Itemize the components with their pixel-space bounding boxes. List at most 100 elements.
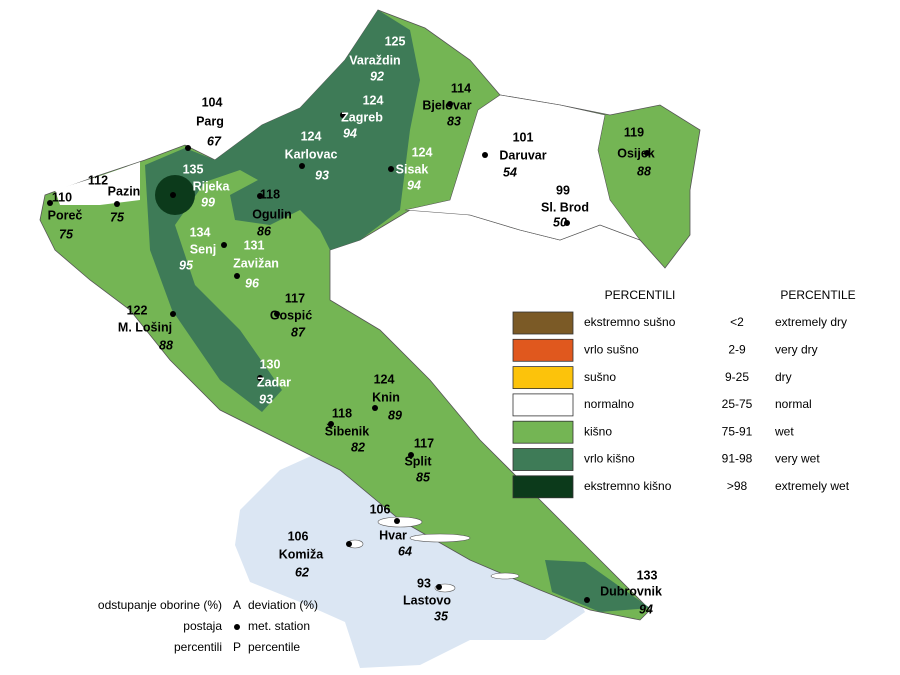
- legend-range: >98: [727, 479, 748, 493]
- key-text: percentili: [174, 640, 222, 654]
- station-dot: [394, 518, 400, 524]
- station-deviation: 104: [202, 95, 223, 109]
- station-name: Lastovo: [403, 593, 451, 607]
- station-name: Osijek: [617, 146, 655, 160]
- station: 101 Daruvar 54: [482, 130, 547, 179]
- station: 117 Split 85: [404, 436, 434, 484]
- station-percentile: 92: [370, 69, 384, 83]
- islands: [346, 516, 520, 593]
- station-percentile: 95: [179, 258, 194, 272]
- station-percentile: 64: [398, 544, 412, 558]
- station-percentile: 94: [407, 178, 421, 192]
- station-deviation: 112: [88, 173, 108, 187]
- station-deviation: 106: [370, 502, 391, 516]
- station-dot: [114, 201, 120, 207]
- station-deviation: 124: [412, 145, 433, 159]
- station-deviation: 118: [260, 187, 280, 201]
- station-dot: [257, 375, 263, 381]
- station-dot: [221, 242, 227, 248]
- station-percentile: 82: [351, 440, 365, 454]
- legend-range: 2-9: [728, 342, 746, 356]
- station-percentile: 75: [110, 210, 125, 224]
- station-deviation: 135: [183, 162, 204, 176]
- station-dot: [388, 166, 394, 172]
- station-deviation: 114: [451, 81, 471, 95]
- station-name: Rijeka: [193, 179, 231, 193]
- station-deviation: 122: [127, 303, 148, 317]
- station: 118 Šibenik 82: [325, 406, 370, 454]
- station: 124 Zagreb 94: [340, 93, 383, 140]
- station-percentile: 99: [201, 195, 215, 209]
- station-name: Knin: [372, 390, 400, 404]
- station-percentile: 86: [257, 224, 272, 238]
- station-dot: [170, 311, 176, 317]
- station-dot: [257, 193, 263, 199]
- legend-swatch: [512, 338, 574, 362]
- station-name: Daruvar: [499, 148, 546, 162]
- key-text: percentile: [248, 640, 300, 654]
- station-name: Komiža: [279, 547, 325, 561]
- land-very-wet-south: [545, 560, 650, 612]
- station-dot: [47, 200, 53, 206]
- station-deviation: 118: [332, 406, 352, 420]
- station-name: Parg: [196, 114, 224, 128]
- station-deviation: 101: [513, 130, 534, 144]
- key-text: deviation (%): [248, 598, 318, 612]
- legend-label-en: extremely wet: [775, 479, 850, 493]
- station: 110 Poreč 75: [47, 190, 82, 241]
- station-dot: [482, 152, 488, 158]
- legend-swatch: [512, 420, 574, 444]
- station-name: Šibenik: [325, 423, 370, 438]
- legend-label-en: very dry: [775, 342, 818, 356]
- legend-label-hr: sušno: [584, 370, 616, 384]
- station-name: Zavižan: [233, 256, 279, 270]
- key-text: odstupanje oborine (%): [98, 598, 222, 612]
- legend: PERCENTILI PERCENTILE ekstremno sušno <2 ext…: [512, 288, 856, 499]
- legend-range: 75-91: [722, 424, 753, 438]
- station: 124 Karlovac 93: [285, 129, 338, 182]
- station-name: Ogulin: [252, 207, 292, 221]
- station-percentile: 88: [159, 338, 173, 352]
- station: 118 Ogulin 86: [252, 187, 292, 238]
- legend-range: 25-75: [722, 397, 753, 411]
- station-percentile: 50: [553, 215, 567, 229]
- station: 134 Senj 95: [179, 225, 227, 272]
- station-percentile: 96: [245, 276, 260, 290]
- station-percentile: 87: [291, 325, 306, 339]
- legend-label-en: dry: [775, 370, 792, 384]
- station-name: Karlovac: [285, 147, 338, 161]
- station-name: Bjelovar: [422, 98, 471, 112]
- legend-label-en: extremely dry: [775, 315, 847, 329]
- legend-swatch: [512, 393, 574, 417]
- legend-label-en: normal: [775, 397, 812, 411]
- key-symbol: A: [233, 598, 241, 612]
- station-name: Sisak: [396, 162, 429, 176]
- station-percentile: 93: [259, 392, 273, 406]
- station-deviation: 133: [637, 568, 658, 582]
- legend-label-en: very wet: [775, 452, 820, 466]
- station-dot: [340, 112, 346, 118]
- station-deviation: 117: [414, 436, 434, 450]
- legend-range: 9-25: [725, 370, 749, 384]
- land-normal-west: [55, 162, 140, 205]
- station-name: Gospić: [270, 308, 312, 322]
- station: 106 Hvar 64: [370, 502, 412, 558]
- key: odstupanje oborine (%) A deviation (%) p…: [98, 598, 318, 654]
- station: 135 Rijeka 99: [170, 162, 230, 209]
- station-percentile: 35: [434, 609, 449, 623]
- station-deviation: 119: [624, 125, 644, 139]
- station-name: M. Lošinj: [118, 320, 172, 334]
- station: 133 Dubrovnik 94: [584, 568, 662, 616]
- legend-label-hr: ekstremno sušno: [584, 315, 676, 329]
- station-dot: [584, 597, 590, 603]
- station-name: Pazin: [108, 184, 141, 198]
- legend-header: PERCENTILI: [605, 288, 676, 302]
- station: 124 Knin 89: [372, 372, 402, 422]
- station-deviation: 131: [244, 238, 265, 252]
- legend-label-hr: normalno: [584, 397, 634, 411]
- station-deviation: 99: [556, 183, 570, 197]
- key-dot: [234, 624, 240, 630]
- legend-label-hr: ekstremno kišno: [584, 479, 672, 493]
- station-percentile: 94: [343, 126, 357, 140]
